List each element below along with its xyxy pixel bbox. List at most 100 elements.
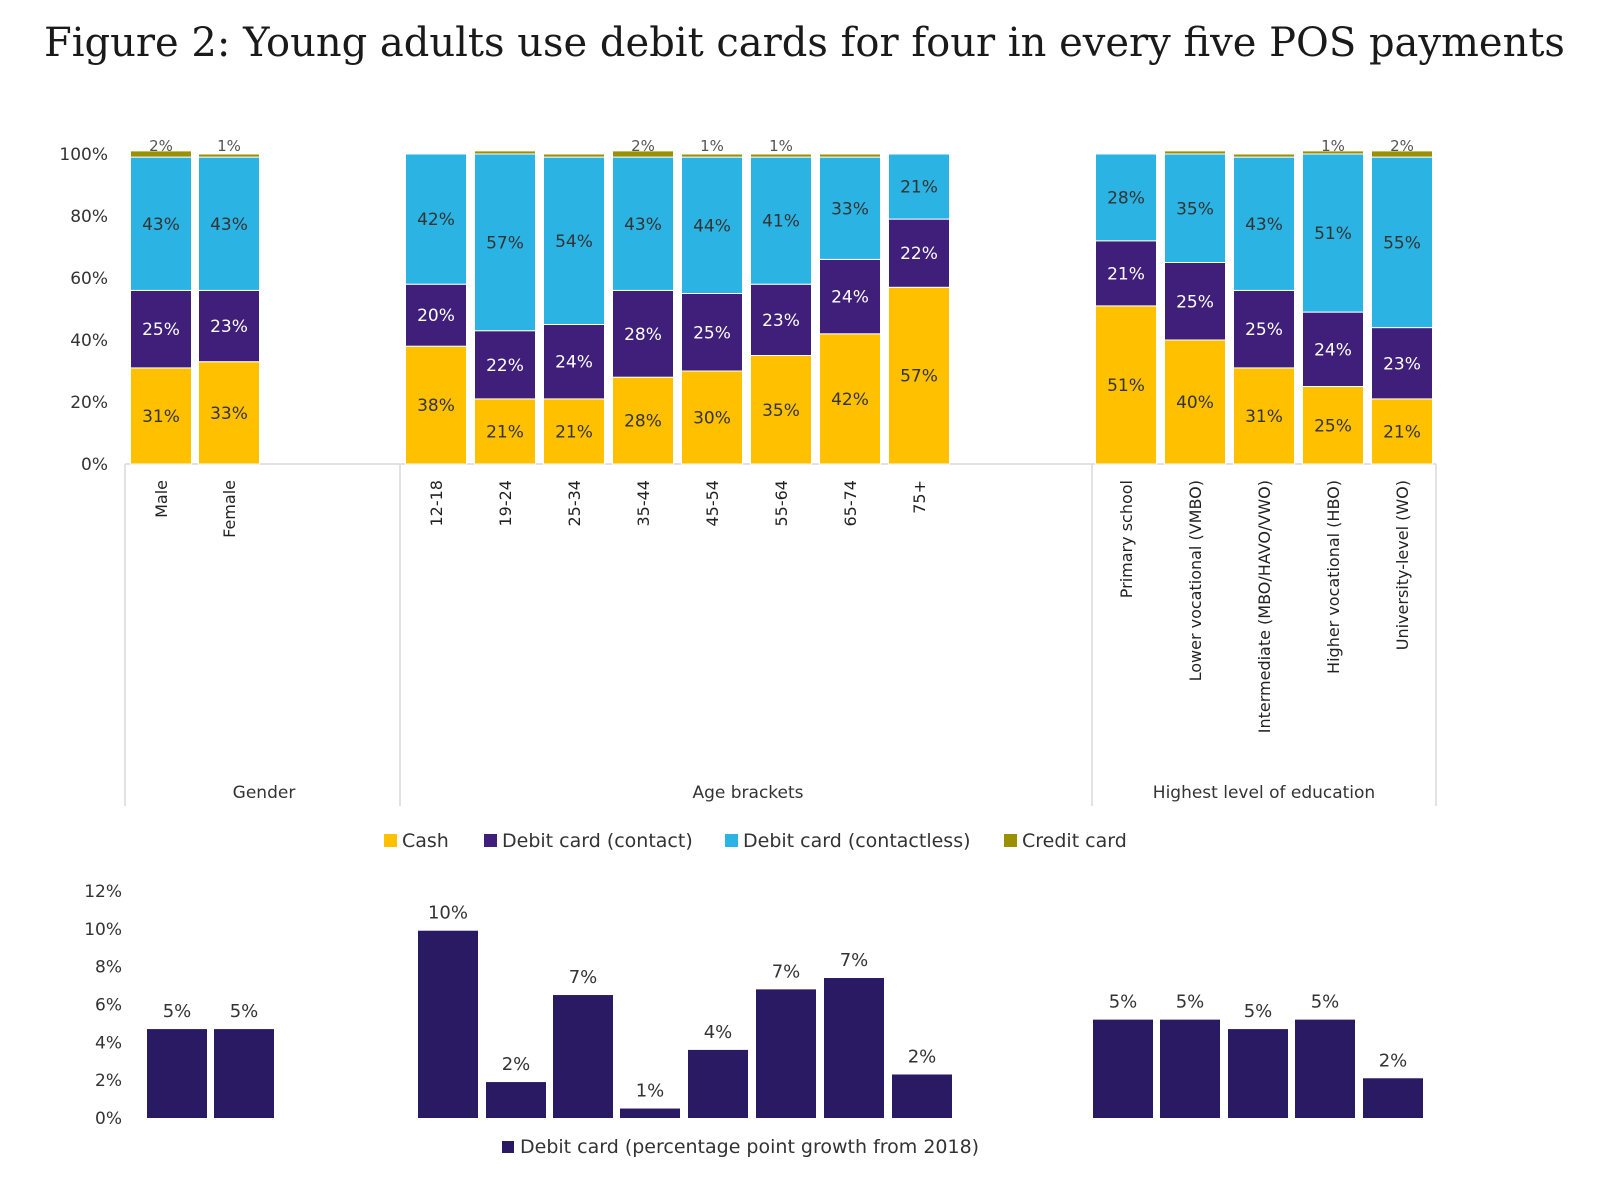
legend-label-debit_contactless: Debit card (contactless) — [743, 830, 971, 852]
bar-segment-debit_contact — [681, 293, 743, 372]
bar-segment-debit_contactless — [1164, 153, 1226, 263]
bar-segment-debit_contact — [474, 330, 536, 400]
data-label-cash: 21% — [555, 422, 593, 442]
category-label: 35-44 — [634, 480, 653, 527]
y-tick-label: 10% — [84, 920, 122, 940]
data-label-credit: 1% — [769, 137, 793, 155]
data-label-credit: 1% — [217, 137, 241, 155]
bar-segment-credit — [1164, 150, 1226, 155]
data-label-credit: 1% — [1321, 137, 1345, 155]
data-label-debit_contact: 28% — [624, 325, 662, 345]
growth-data-label: 2% — [908, 1046, 937, 1067]
data-label-cash: 21% — [1383, 422, 1421, 442]
bar-segment-debit_contact — [750, 283, 812, 357]
data-label-credit: 2% — [631, 137, 655, 155]
data-label-credit: 1% — [700, 137, 724, 155]
growth-data-label: 5% — [1109, 992, 1138, 1013]
bar-segment-cash — [543, 398, 605, 465]
bar-segment-debit_contactless — [474, 153, 536, 332]
category-label: 65-74 — [841, 480, 860, 527]
bar-segment-cash — [1371, 398, 1433, 465]
bar-segment-cash — [1233, 367, 1295, 465]
data-label-cash: 38% — [417, 396, 455, 416]
data-label-debit_contactless: 43% — [1245, 215, 1283, 235]
data-label-debit_contactless: 21% — [900, 178, 938, 198]
growth-data-label: 5% — [163, 1001, 192, 1022]
bar-segment-debit_contact — [1233, 289, 1295, 369]
bar-segment-cash — [405, 345, 467, 465]
bar-segment-debit_contact — [405, 283, 467, 347]
data-label-debit_contactless: 57% — [486, 233, 524, 253]
bar-segment-debit_contactless — [1095, 153, 1157, 242]
growth-data-label: 2% — [1379, 1050, 1408, 1071]
growth-bar — [824, 978, 884, 1118]
data-label-debit_contact: 24% — [1314, 340, 1352, 360]
bar-segment-credit — [130, 150, 192, 158]
bar-segment-debit_contactless — [888, 153, 950, 220]
y-tick-label: 0% — [95, 1109, 122, 1129]
legend-swatch-cash — [384, 834, 397, 847]
data-label-cash: 40% — [1176, 393, 1214, 413]
bar-segment-credit — [612, 150, 674, 158]
bottom-legend: Debit card (percentage point growth from… — [502, 1136, 979, 1158]
y-tick-label: 6% — [95, 996, 122, 1016]
bar-segment-debit_contact — [612, 289, 674, 378]
legend-label-credit: Credit card — [1022, 830, 1127, 852]
bar-segment-credit — [1302, 150, 1364, 155]
legend-label-debit_contact: Debit card (contact) — [502, 830, 693, 852]
data-label-debit_contact: 25% — [1176, 292, 1214, 312]
group-label: Gender — [233, 783, 296, 803]
growth-bar — [1363, 1078, 1423, 1118]
bar-segment-debit_contact — [1095, 240, 1157, 307]
bar-segment-debit_contact — [543, 324, 605, 400]
category-label: 25-34 — [565, 480, 584, 527]
growth-bar — [553, 995, 613, 1118]
data-label-cash: 25% — [1314, 416, 1352, 436]
growth-bar — [418, 930, 478, 1118]
data-label-debit_contactless: 43% — [624, 215, 662, 235]
data-label-debit_contact: 20% — [417, 306, 455, 326]
growth-bar — [1160, 1019, 1220, 1118]
growth-data-label: 4% — [704, 1022, 733, 1043]
growth-data-label: 5% — [1176, 992, 1205, 1013]
data-label-debit_contactless: 28% — [1107, 188, 1145, 208]
bar-segment-cash — [1095, 305, 1157, 465]
data-label-debit_contactless: 54% — [555, 232, 593, 252]
data-label-debit_contact: 24% — [831, 288, 869, 308]
data-label-debit_contact: 23% — [210, 317, 248, 337]
legend-swatch-credit — [1004, 834, 1017, 847]
legend-swatch-growth — [502, 1141, 514, 1153]
data-label-debit_contact: 24% — [555, 353, 593, 373]
category-label: Higher vocational (HBO) — [1324, 480, 1343, 674]
y-tick-label: 60% — [70, 269, 108, 289]
legend-label-cash: Cash — [402, 830, 449, 852]
data-label-cash: 21% — [486, 422, 524, 442]
data-label-cash: 31% — [142, 407, 180, 427]
y-tick-label: 12% — [84, 882, 122, 902]
bar-segment-debit_contactless — [405, 153, 467, 285]
growth-data-label: 7% — [569, 967, 598, 988]
category-label: Lower vocational (VMBO) — [1186, 480, 1205, 681]
growth-bar — [1093, 1019, 1153, 1118]
growth-bar — [1295, 1019, 1355, 1118]
bar-segment-debit_contact — [819, 258, 881, 335]
category-label: University-level (WO) — [1393, 480, 1412, 650]
y-tick-label: 8% — [95, 958, 122, 978]
growth-data-label: 7% — [772, 961, 801, 982]
bar-segment-credit — [819, 153, 881, 158]
bar-segment-credit — [1233, 153, 1295, 158]
bar-segment-debit_contact — [1164, 262, 1226, 341]
bar-segment-cash — [198, 361, 260, 465]
data-label-credit: 2% — [1390, 137, 1414, 155]
y-tick-label: 2% — [95, 1071, 122, 1091]
data-label-debit_contactless: 43% — [142, 215, 180, 235]
bar-segment-debit_contact — [130, 289, 192, 369]
bar-segment-debit_contactless — [750, 156, 812, 285]
data-label-cash: 30% — [693, 409, 731, 429]
growth-data-label: 7% — [840, 950, 869, 971]
data-label-debit_contactless: 35% — [1176, 199, 1214, 219]
y-tick-label: 0% — [81, 455, 108, 475]
data-label-debit_contact: 23% — [1383, 354, 1421, 374]
growth-data-label: 5% — [1244, 1001, 1273, 1022]
